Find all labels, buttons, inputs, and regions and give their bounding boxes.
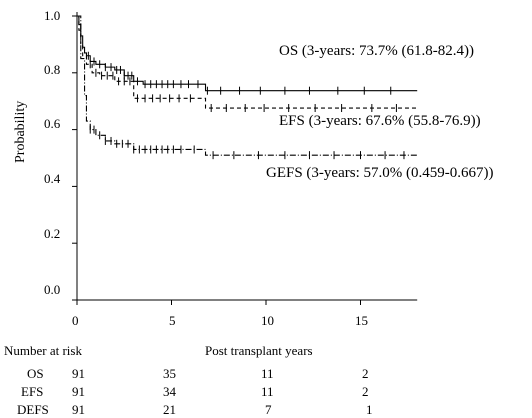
risk-value: 34: [163, 384, 176, 399]
risk-value: 21: [163, 402, 176, 417]
gefs-annotation: GEFS (3-years: 57.0% (0.459-0.667)): [266, 165, 494, 181]
y-tick-label: 0.4: [44, 171, 61, 186]
y-tick-label: 0.8: [44, 62, 61, 77]
risk-row-label: DEFS: [17, 402, 49, 417]
y-tick-label: 0.2: [44, 226, 61, 241]
x-tick-label: 15: [355, 313, 368, 328]
y-tick-label: 0.0: [44, 282, 61, 297]
risk-value: 1: [366, 402, 373, 417]
x-tick-label: 5: [169, 313, 176, 328]
series-line-os: [77, 15, 418, 92]
risk-value: 91: [72, 366, 85, 381]
risk-value: 91: [72, 402, 85, 417]
risk-value: 35: [163, 366, 176, 381]
risk-value: 91: [72, 384, 85, 399]
x-tick-label: 10: [261, 313, 274, 328]
series-line-gefs: [77, 15, 418, 156]
y-axis-title: Probability: [13, 100, 28, 163]
series-line-efs: [77, 15, 418, 109]
risk-row-label: EFS: [21, 384, 44, 399]
risk-value: 11: [261, 366, 274, 381]
y-tick-label: 1.0: [44, 8, 61, 23]
risk-row-label: OS: [27, 366, 44, 381]
x-axis-title: Post transplant years: [205, 343, 313, 358]
os-annotation: OS (3-years: 73.7% (61.8-82.4)): [279, 43, 474, 59]
risk-value: 7: [265, 402, 272, 417]
risk-value: 2: [362, 366, 369, 381]
risk-table-title: Number at risk: [4, 343, 82, 358]
x-tick-label: 0: [72, 313, 79, 328]
efs-annotation: EFS (3-years: 67.6% (55.8-76.9)): [279, 113, 481, 129]
risk-value: 11: [261, 384, 274, 399]
y-tick-label: 0.6: [44, 116, 61, 131]
risk-value: 2: [362, 384, 369, 399]
